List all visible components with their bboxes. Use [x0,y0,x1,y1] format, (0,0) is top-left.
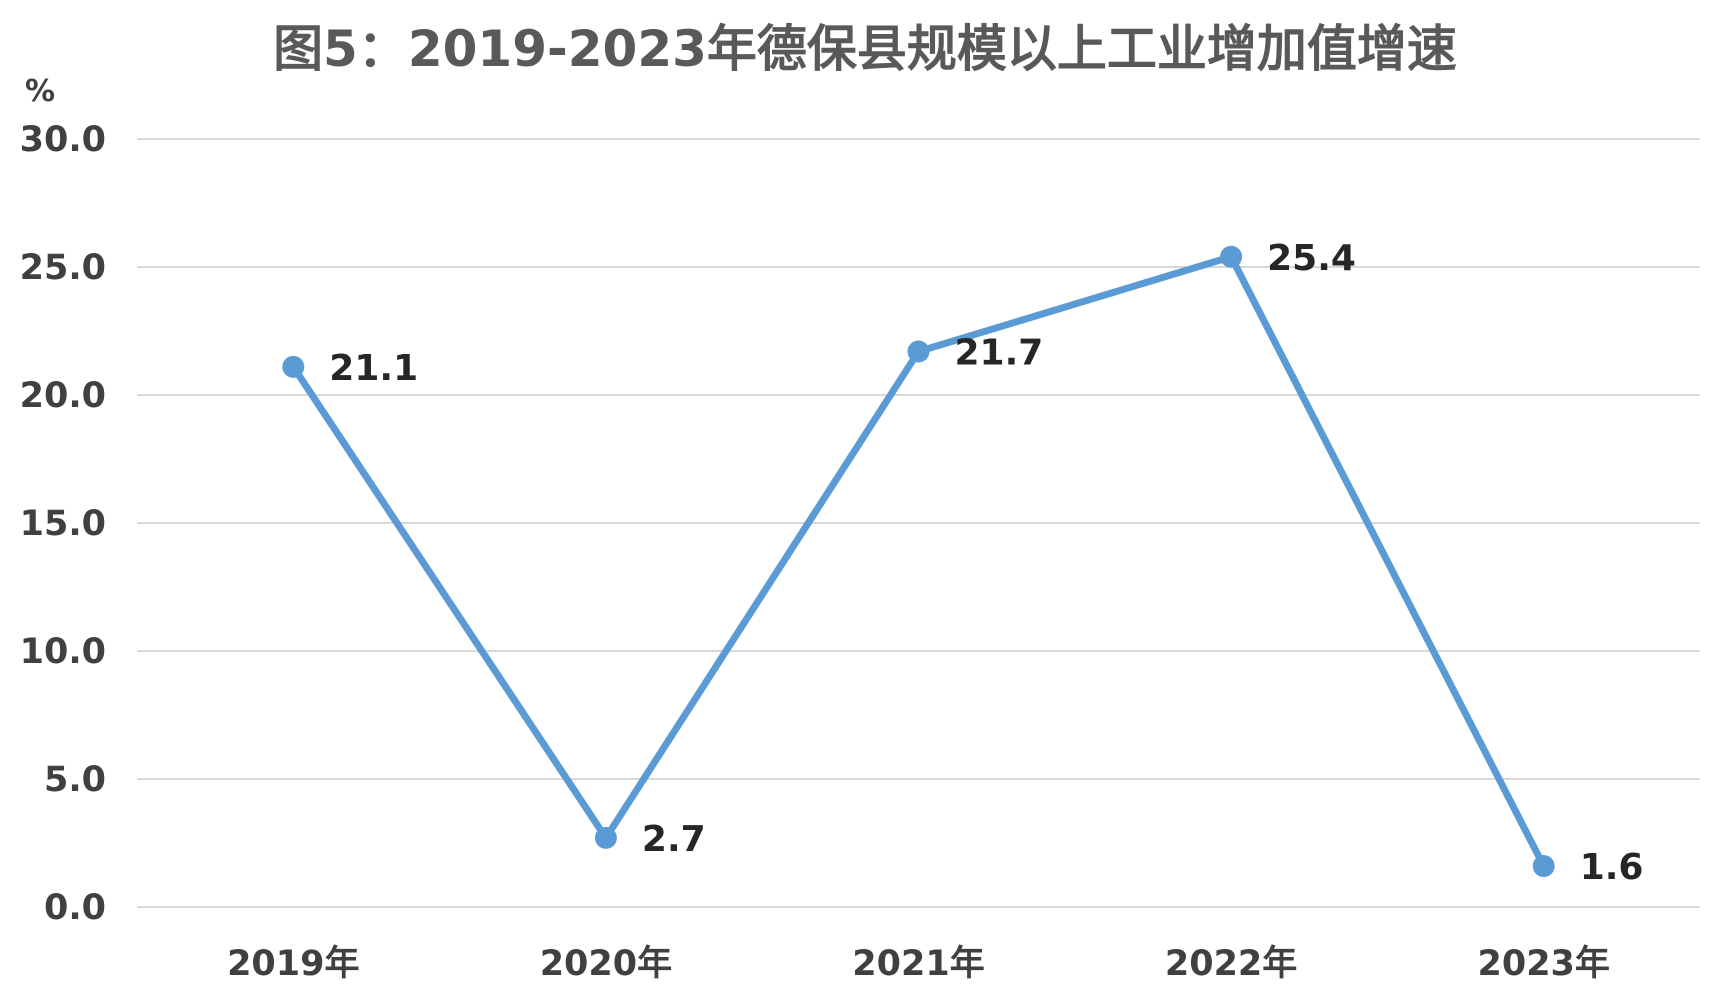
data-label: 2.7 [642,819,706,860]
x-tick-label: 2022年 [1165,944,1297,984]
data-label: 1.6 [1580,847,1644,888]
data-point [594,826,617,849]
x-tick-label: 2020年 [540,944,672,984]
y-axis-unit-label: % [25,74,55,109]
data-point [1220,245,1243,268]
x-axis-ticks: 2019年 2020年 2021年 2022年 2023年 [227,944,1610,984]
data-point [282,355,305,378]
data-labels: 21.1 2.7 21.7 25.4 1.6 [329,238,1643,888]
y-tick-label: 0.0 [44,888,106,928]
x-tick-label: 2023年 [1477,944,1609,984]
y-tick-label: 20.0 [20,376,106,416]
data-point [1532,855,1555,878]
y-tick-label: 5.0 [44,760,106,800]
x-tick-label: 2021年 [852,944,984,984]
y-tick-label: 30.0 [20,120,106,160]
y-tick-label: 10.0 [20,632,106,672]
data-point [907,340,930,363]
data-label: 25.4 [1267,238,1356,279]
y-axis-ticks: 0.0 5.0 10.0 15.0 20.0 25.0 30.0 [20,120,106,928]
gridlines [137,138,1700,908]
data-label: 21.7 [955,332,1044,373]
chart-title: 图5：2019-2023年德保县规模以上工业增加值增速 [273,20,1457,78]
data-label: 21.1 [329,348,418,389]
x-tick-label: 2019年 [227,944,359,984]
series-line-group [282,245,1555,878]
y-tick-label: 25.0 [20,248,106,288]
y-tick-label: 15.0 [20,504,106,544]
